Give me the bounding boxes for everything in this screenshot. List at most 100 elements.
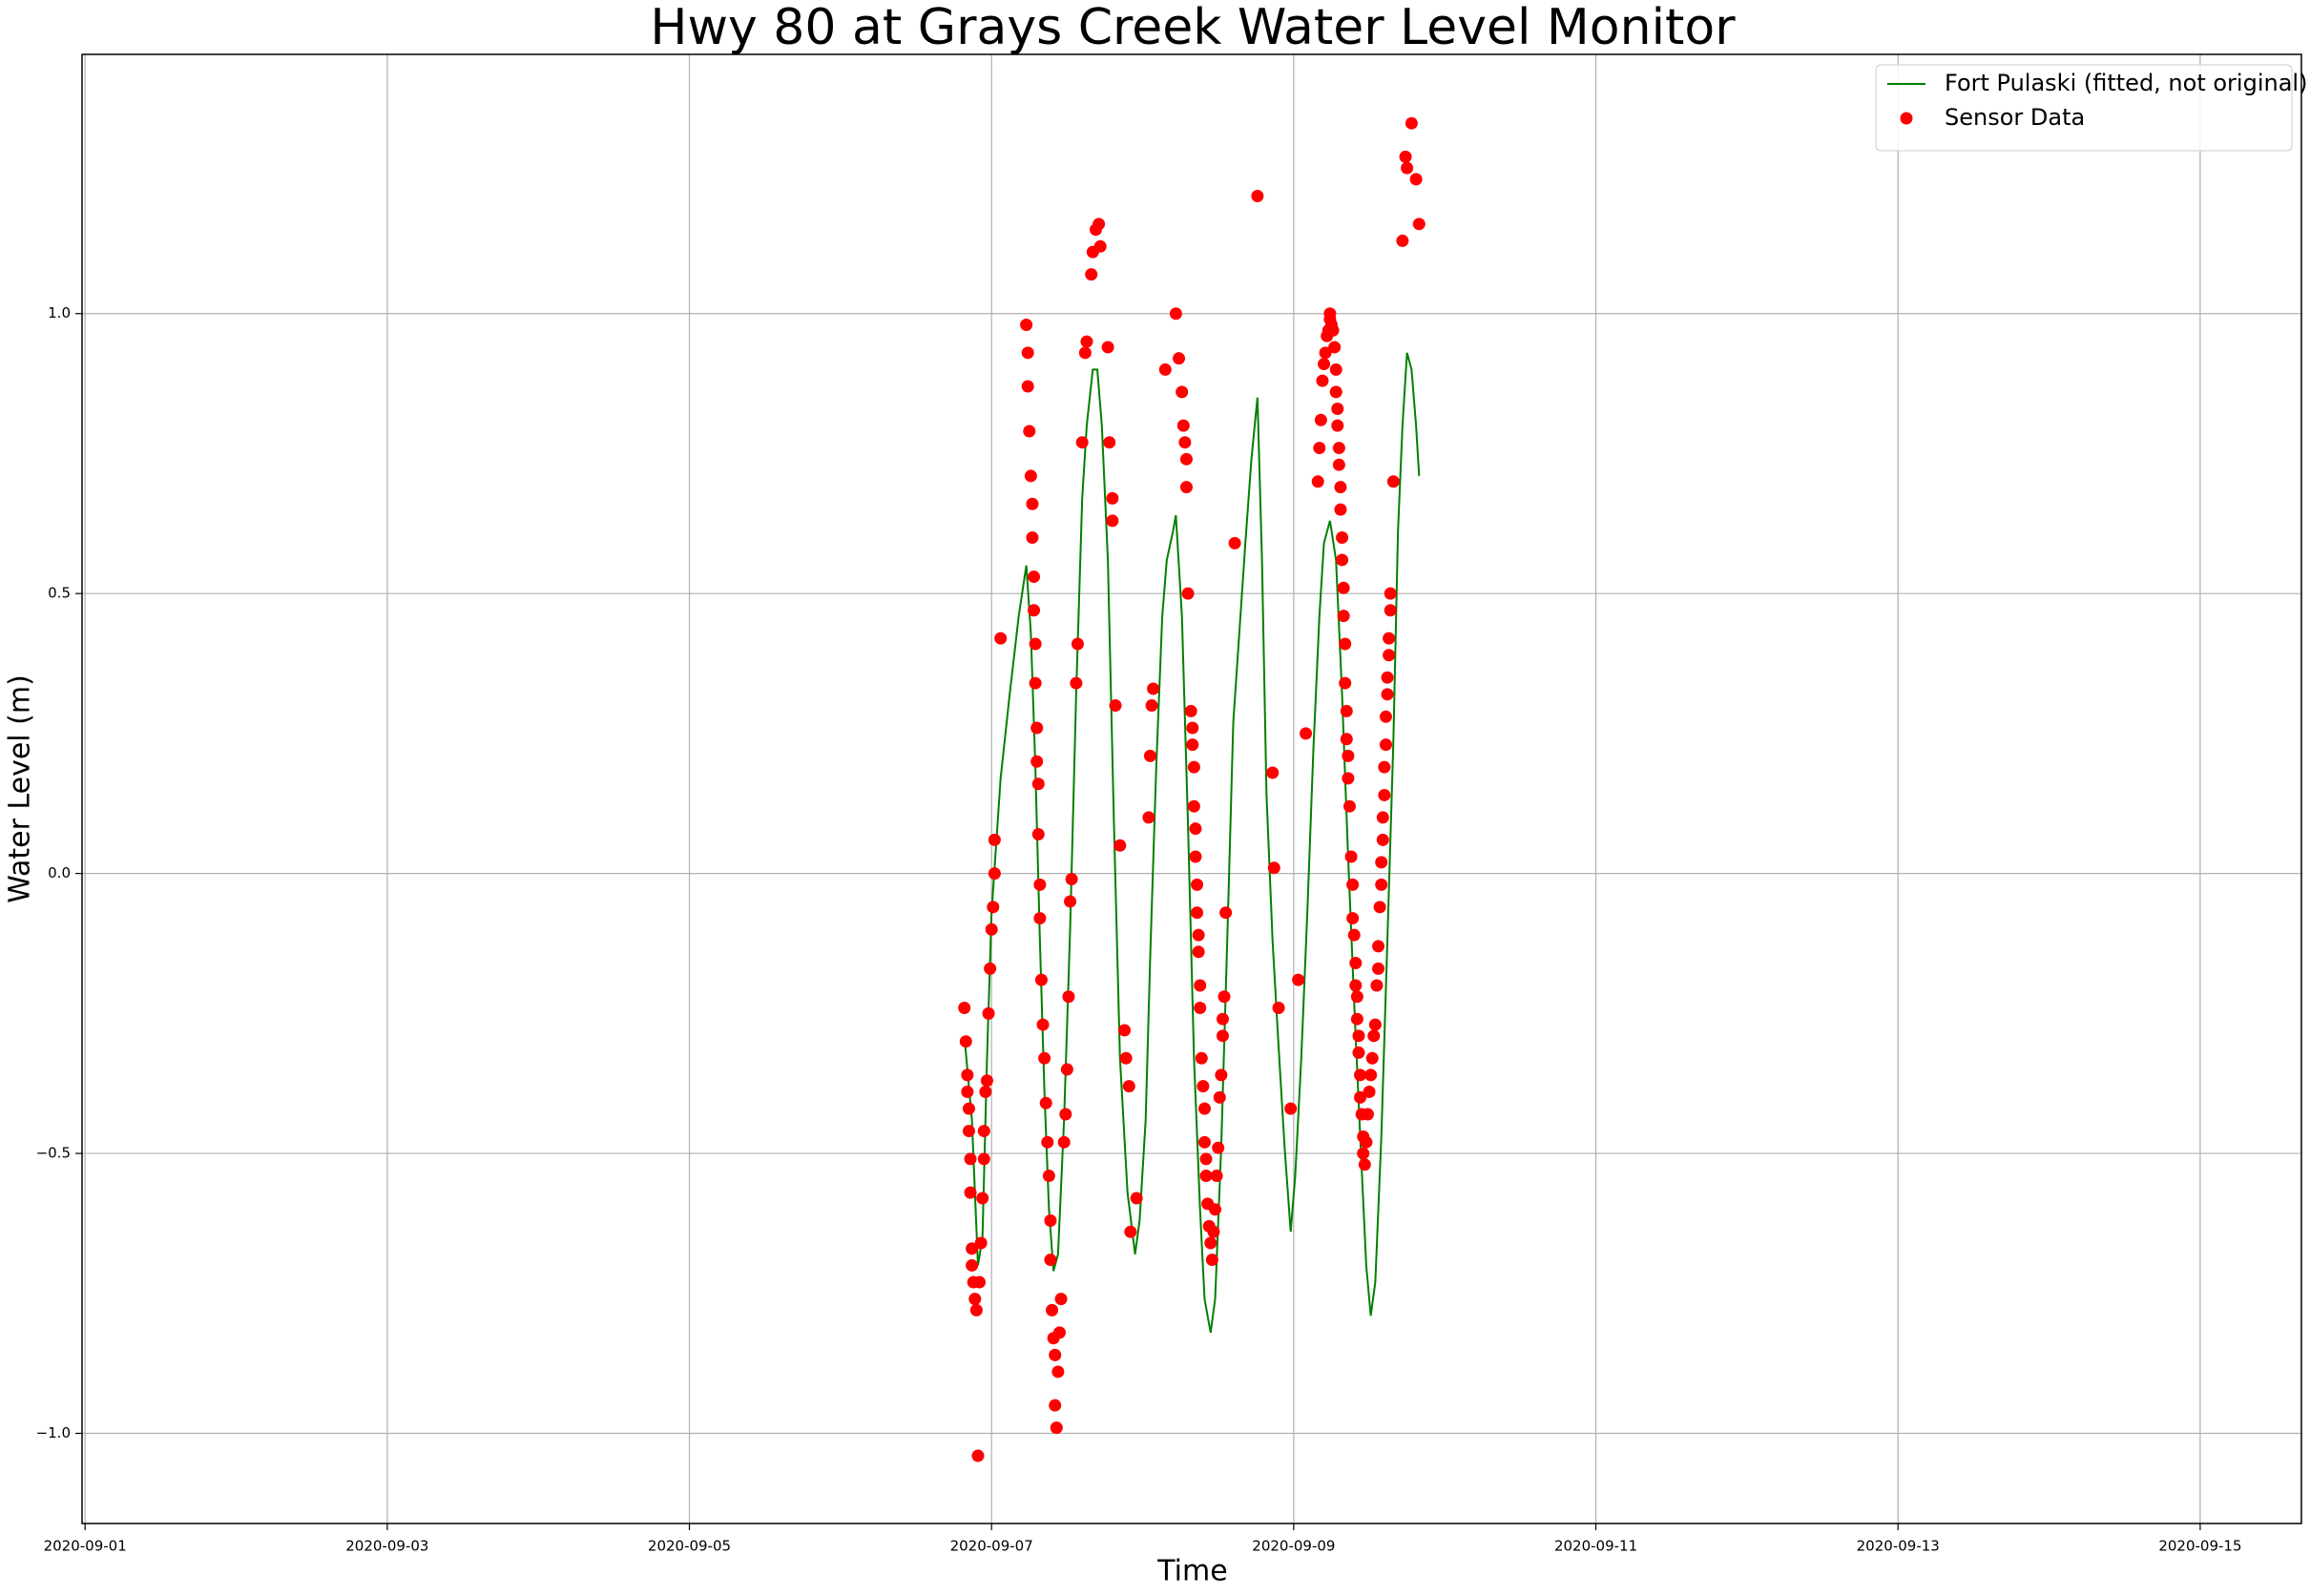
sensor-point [1300,727,1313,740]
sensor-point [1143,749,1156,762]
x-tick-label: 2020-09-15 [2158,1538,2241,1555]
sensor-point [1266,766,1280,779]
sensor-point [966,1242,979,1255]
sensor-point [1396,234,1409,247]
sensor-point [1031,828,1045,841]
sensor-point [1179,481,1193,494]
sensor-point [1209,1203,1222,1216]
sensor-point [1354,1068,1367,1082]
sensor-point [973,1275,987,1289]
sensor-point [1030,721,1044,735]
sensor-point [1194,1001,1207,1014]
sensor-point [1071,637,1084,651]
sensor-point [1042,1170,1055,1183]
sensor-point [1147,682,1160,695]
series-line [963,352,1421,1334]
sensor-point [962,1102,975,1115]
sensor-point [1060,1063,1073,1076]
sensor-point [1383,632,1396,645]
sensor-point [976,1192,989,1205]
sensor-point [980,1074,993,1088]
sensor-point [1178,436,1192,449]
sensor-point [1379,710,1392,723]
sensor-point [1145,699,1158,713]
sensor-point [1034,973,1048,986]
sensor-point [988,867,1001,881]
sensor-point [1381,688,1394,701]
sensor-point [1124,1225,1137,1238]
sensor-point [1284,1102,1298,1115]
sensor-point [1364,1068,1378,1082]
sensor-point [1204,1236,1217,1250]
sensor-point [1292,973,1305,986]
y-tick-label: −1.0 [36,1424,71,1441]
sensor-point [1326,323,1340,337]
sensor-point [1176,419,1190,432]
sensor-point [1349,979,1363,992]
sensor-point [1026,497,1039,510]
sensor-point [1350,990,1363,1004]
sensor-point [1346,912,1360,925]
sensor-point [1357,1147,1370,1160]
sensor-point [1169,307,1182,321]
sensor-point [1093,239,1107,253]
legend-box [1875,64,2293,152]
x-tick-label: 2020-09-11 [1554,1538,1637,1555]
sensor-point [1334,481,1347,494]
sensor-point [1339,637,1352,651]
sensor-point [971,1449,985,1462]
sensor-point [994,632,1008,645]
sensor-point [982,1006,995,1020]
sensor-point [1199,1152,1213,1166]
sensor-point [1036,1018,1050,1031]
sensor-point [1113,839,1127,852]
sensor-point [1368,1018,1382,1031]
sensor-point [1199,1170,1213,1183]
sensor-point [1342,772,1355,785]
sensor-point [1028,570,1041,584]
sensor-point [1033,878,1047,891]
sensor-point [979,1086,992,1099]
sensor-point [969,1303,983,1316]
sensor-point [1054,1293,1068,1306]
sensor-point [1384,587,1397,600]
sensor-point [1106,491,1119,505]
sensor-point [1381,671,1394,684]
sensor-point [1049,1399,1062,1412]
sensor-point [961,1068,974,1082]
sensor-point [1059,1108,1072,1121]
sensor-point [1101,341,1114,354]
sensor-point [1192,928,1205,942]
sensor-point [1378,760,1391,774]
sensor-point [1197,1080,1210,1093]
sensor-point [1399,150,1412,163]
sensor-point [1197,1135,1211,1149]
sensor-point [1023,425,1036,438]
sensor-point [1046,1303,1059,1316]
sensor-point [1344,850,1358,863]
sensor-point [1093,218,1106,231]
sensor-point [1031,777,1045,791]
sensor-point [1323,307,1337,321]
sensor-point [1339,676,1352,690]
sensor-point [1376,811,1389,824]
sensor-point [1363,1086,1376,1099]
sensor-point [1192,945,1205,959]
sensor-point [1142,811,1155,824]
legend: Fort Pulaski (fitted, not original) Senso… [1875,64,2307,152]
sensor-point [1319,346,1332,360]
sensor-point [1376,833,1389,846]
plot-frame [81,53,2302,1524]
sensor-point [1021,380,1034,393]
sensor-point [1372,940,1385,953]
sensor-point [1029,637,1042,651]
sensor-point [1272,1001,1285,1014]
sensor-point [1207,1225,1220,1238]
sensor-point [1316,374,1329,387]
sensor-point [1334,503,1347,516]
y-tick-label: 0.0 [48,864,71,881]
sensor-point [1044,1213,1057,1227]
sensor-point [1372,962,1385,975]
